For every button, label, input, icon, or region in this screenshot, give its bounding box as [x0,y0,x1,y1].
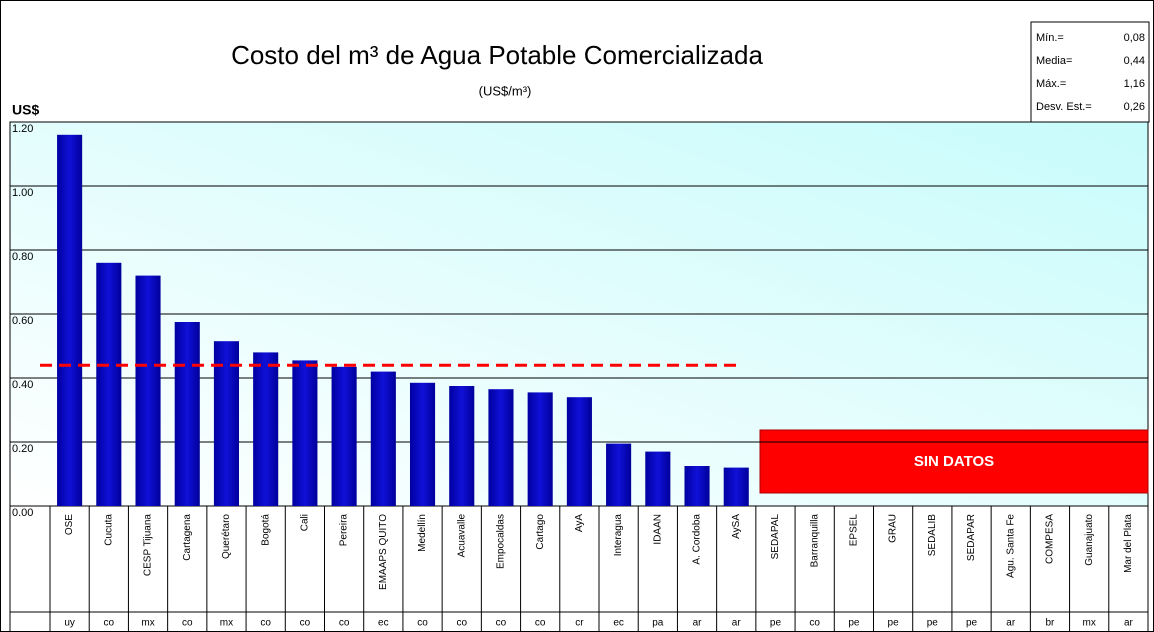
country-label: ec [613,618,624,629]
stats-box [1030,21,1150,123]
bar [684,466,710,506]
stat-value: 0,08 [1124,32,1145,44]
stat-value: 0,26 [1124,101,1145,113]
bar [253,352,279,506]
country-label: co [417,618,428,629]
x-tick-label: IDAAN [652,514,663,545]
bar [135,275,161,506]
country-label: pe [770,618,782,629]
x-tick-label: Interagua [613,514,624,557]
x-tick-label: SEDAPAR [966,514,977,561]
y-tick-label: 0.20 [12,443,33,455]
stat-label: Media= [1036,55,1072,67]
country-label: co [456,618,467,629]
country-label: br [1046,618,1056,629]
country-label: co [496,618,507,629]
y-axis-label: US$ [12,102,39,118]
x-tick-label: Agu. Santa Fe [1005,514,1016,578]
stat-label: Desv. Est.= [1036,101,1092,113]
country-label: mx [220,618,233,629]
country-label: pe [966,618,978,629]
x-tick-label: AySA [731,514,742,539]
x-tick-label: Pereira [339,514,350,547]
x-tick-label: Barranquilla [809,514,820,568]
country-label: co [300,618,311,629]
y-tick-label: 1.00 [12,187,33,199]
bar [409,382,436,506]
bar [566,397,592,506]
x-tick-label: Empocaldas [496,514,507,569]
country-label: co [104,618,115,629]
x-tick-label: Cali [300,514,311,531]
x-tick-label: OSE [64,514,75,535]
x-tick-label: CESP Tijuana [143,514,154,577]
chart-title: Costo del m³ de Agua Potable Comercializ… [231,40,763,70]
y-tick-label: 0.60 [12,315,33,327]
country-label: ar [732,618,742,629]
bar [213,341,240,506]
x-tick-label: Medellín [417,514,428,552]
bar [488,389,514,506]
stat-label: Mín.= [1036,32,1064,44]
country-label: pa [652,618,664,629]
country-label: pe [888,618,900,629]
country-label: co [182,618,193,629]
bar [645,451,671,506]
bar [723,467,749,506]
stat-label: Máx.= [1036,78,1066,90]
bar [606,443,632,506]
country-label: mx [141,618,154,629]
bar [527,392,553,506]
bar [370,371,396,506]
x-tick-label: Querétaro [221,514,232,559]
x-tick-label: EPSEL [849,514,860,547]
stat-value: 1,16 [1124,78,1145,90]
x-tick-label: COMPESA [1045,514,1056,564]
x-tick-label: A. Cordoba [692,514,703,565]
x-tick-label: Mar del Plata [1123,514,1134,573]
bar [292,360,318,506]
x-tick-label: AyA [574,514,585,532]
country-label: mx [1083,618,1096,629]
bar [57,134,83,507]
country-label: ec [378,618,389,629]
country-label: co [535,618,546,629]
x-tick-label: Cartago [535,514,546,550]
x-tick-label: SEDAPAL [770,514,781,560]
country-label: co [339,618,350,629]
y-tick-label: 0.00 [12,507,33,519]
x-tick-label: GRAU [888,514,899,543]
stat-value: 0,44 [1124,55,1145,67]
x-tick-label: Bogotá [260,514,271,546]
x-tick-label: Cartagena [182,514,193,561]
country-label: ar [693,618,703,629]
no-data-box [759,429,1149,494]
bar [449,386,475,506]
x-tick-label: Cucuta [103,514,114,546]
country-label: co [809,618,820,629]
subtitle: (US$/m³) [479,83,532,98]
country-label: ar [1006,618,1016,629]
annotation: SIN DATOS [914,453,994,470]
country-label: ar [1124,618,1134,629]
y-tick-label: 1.20 [12,123,33,135]
country-label: uy [64,618,75,629]
country-label: pe [927,618,939,629]
y-tick-label: 0.40 [12,379,33,391]
country-label: pe [848,618,860,629]
bar [331,366,357,506]
x-tick-label: EMAAPS QUITO [378,514,389,590]
x-tick-label: Acuavalle [456,514,467,558]
x-tick-label: SEDALIB [927,514,938,557]
country-label: co [260,618,271,629]
bar [96,262,122,506]
bar [174,322,200,506]
x-tick-label: Guanajuato [1084,514,1095,566]
country-label: cr [575,618,584,629]
y-tick-label: 0.80 [12,251,33,263]
